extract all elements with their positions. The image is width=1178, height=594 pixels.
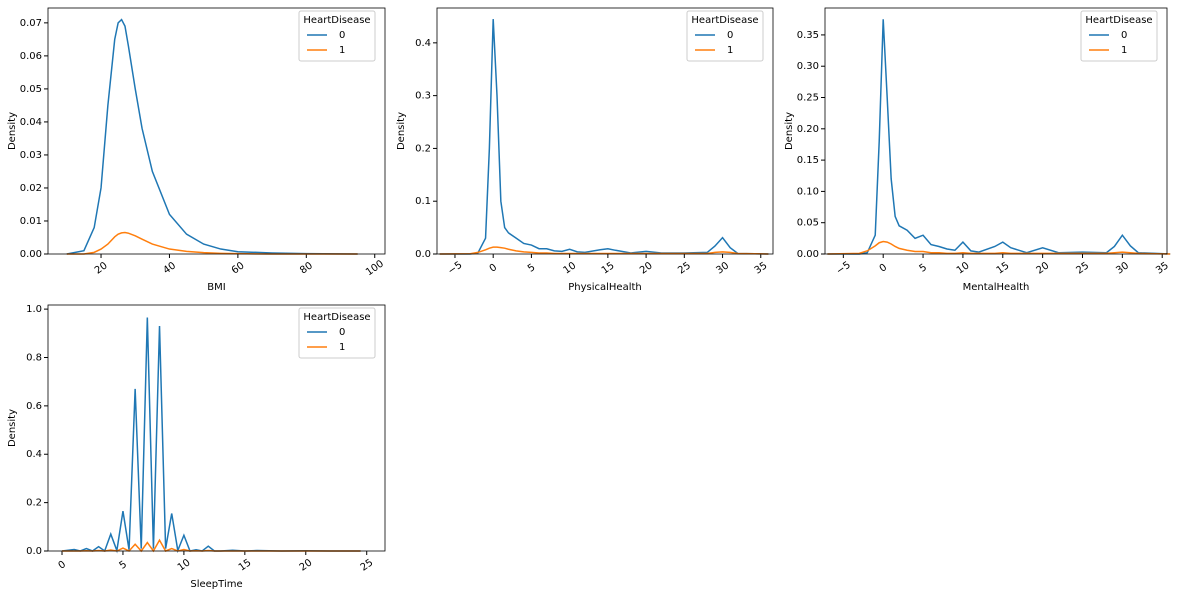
legend-box (298, 307, 376, 359)
density-line (66, 18, 358, 255)
x-tick-label: 35 (753, 260, 770, 276)
y-tick-label: 0.03 (20, 150, 42, 161)
x-tick-label: 30 (1114, 260, 1131, 276)
y-tick-label: 0.0 (415, 249, 431, 260)
y-tick-label: 0.04 (20, 117, 42, 128)
y-tick-label: 0.00 (20, 249, 42, 260)
subplot: 0.00.10.20.30.4−5 0 5 10 15 20 25 30 35PhysicalH… (396, 7, 774, 293)
legend-label: 1 (339, 45, 345, 56)
y-tick-label: 0.05 (797, 218, 819, 229)
axes-frame (47, 7, 386, 255)
y-tick-label: 0.30 (797, 61, 819, 72)
x-axis-label: SleepTime (190, 579, 242, 590)
x-tick-label: 20 (1035, 260, 1052, 276)
legend-title: HeartDisease (303, 312, 370, 323)
axes-frame (824, 7, 1168, 255)
x-tick-label: −5 (834, 260, 852, 277)
y-tick-label: 0.06 (20, 51, 42, 62)
x-tick-label: 25 (1074, 260, 1091, 276)
density-line (439, 19, 769, 255)
legend-label: 0 (339, 30, 345, 41)
density-line (66, 231, 358, 255)
y-tick-label: 0.8 (26, 352, 42, 363)
x-tick-label: 10 (562, 260, 579, 276)
x-tick-label: 60 (230, 260, 247, 276)
legend-title: HeartDisease (303, 15, 370, 26)
legend-box (686, 10, 764, 62)
y-tick-label: 0.4 (26, 449, 42, 460)
x-tick-label: 15 (600, 260, 617, 276)
y-axis-label: Density (396, 112, 407, 150)
legend-label: 1 (1121, 45, 1127, 56)
x-tick-label: 0 (57, 559, 69, 572)
x-tick-label: 80 (298, 260, 315, 276)
x-tick-label: 100 (364, 258, 386, 278)
x-tick-label: 15 (237, 557, 254, 573)
y-tick-label: 0.02 (20, 183, 42, 194)
x-tick-label: 40 (161, 260, 178, 276)
legend-box (1080, 10, 1158, 62)
x-tick-label: 35 (1154, 260, 1171, 276)
x-tick-label: 5 (918, 262, 930, 275)
y-tick-label: 0.4 (415, 38, 431, 49)
y-tick-label: 0.01 (20, 216, 42, 227)
y-tick-label: 0.3 (415, 91, 431, 102)
y-axis-label: Density (784, 112, 795, 150)
y-tick-label: 0.10 (797, 186, 819, 197)
x-tick-label: 5 (117, 559, 129, 572)
density-line (439, 246, 769, 255)
y-tick-label: 1.0 (26, 304, 42, 315)
y-tick-label: 0.6 (26, 401, 42, 412)
subplot: 0.00 0.01 0.02 0.03 0.04 0.05 0.06 0.07 20 40 60 80… (7, 7, 386, 293)
x-tick-label: 20 (298, 557, 315, 573)
x-tick-label: 20 (93, 260, 110, 276)
legend-title: HeartDisease (691, 15, 758, 26)
legend-label: 0 (1121, 30, 1127, 41)
axes-frame (436, 7, 774, 255)
y-tick-label: 0.15 (797, 155, 819, 166)
x-axis-label: PhysicalHealth (568, 282, 642, 293)
y-tick-label: 0.2 (26, 498, 42, 509)
y-tick-label: 0.0 (26, 546, 42, 557)
y-axis-label: Density (7, 409, 18, 447)
density-line (827, 19, 1171, 255)
legend-label: 0 (727, 30, 733, 41)
x-tick-label: 20 (638, 260, 655, 276)
x-axis-label: MentalHealth (963, 282, 1030, 293)
y-axis-label: Density (7, 112, 18, 150)
x-tick-label: 10 (176, 557, 193, 573)
subplot: 0.000.050.100.150.200.250.300.35−5 0 5 10 15… (784, 7, 1171, 293)
legend-label: 1 (727, 45, 733, 56)
x-tick-label: 0 (878, 262, 890, 275)
legend-title: HeartDisease (1085, 15, 1152, 26)
y-tick-label: 0.05 (20, 84, 42, 95)
y-tick-label: 0.2 (415, 143, 431, 154)
x-tick-label: 0 (488, 262, 500, 275)
y-tick-label: 0.07 (20, 18, 42, 29)
x-tick-label: 25 (359, 557, 376, 573)
y-tick-label: 0.00 (797, 249, 819, 260)
x-tick-label: 15 (995, 260, 1012, 276)
x-tick-label: 25 (676, 260, 693, 276)
density-line (827, 240, 1171, 255)
subplot: 0.00.20.40.60.81.00 5 10 15 20 25SleepTimeDen… (7, 304, 386, 590)
x-tick-label: 5 (526, 262, 538, 275)
x-tick-label: 10 (955, 260, 972, 276)
legend-box (298, 10, 376, 62)
legend-label: 0 (339, 327, 345, 338)
y-tick-label: 0.20 (797, 124, 819, 135)
y-tick-label: 0.35 (797, 30, 819, 41)
y-tick-label: 0.1 (415, 196, 431, 207)
x-axis-label: BMI (207, 282, 225, 293)
legend-label: 1 (339, 342, 345, 353)
axes-frame (47, 304, 386, 552)
x-tick-label: −5 (446, 260, 464, 277)
x-tick-label: 30 (714, 260, 731, 276)
y-tick-label: 0.25 (797, 93, 819, 104)
